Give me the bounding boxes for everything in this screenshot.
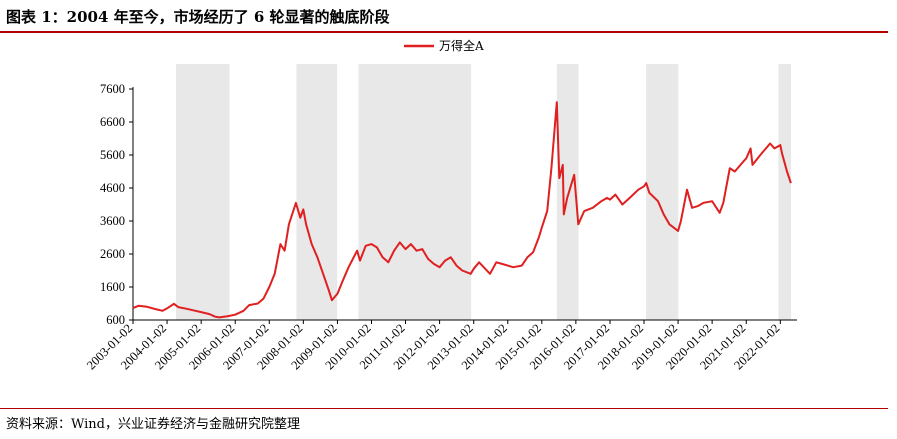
y-tick-label: 3600 [100, 214, 125, 228]
y-tick-label: 600 [106, 313, 125, 327]
y-tick-label: 1600 [100, 280, 125, 294]
shaded-period [296, 64, 338, 320]
y-tick-label: 2600 [100, 247, 125, 261]
y-tick-label: 4600 [100, 181, 125, 195]
shaded-period [556, 64, 579, 320]
shaded-period [778, 64, 792, 320]
legend-label: 万得全A [439, 38, 484, 53]
source-rule [0, 408, 888, 409]
y-tick-label: 7600 [100, 82, 125, 96]
series-lines [132, 101, 792, 319]
legend: 万得全A [404, 38, 484, 53]
line-chart: 60016002600360046005600660076002003-01-0… [84, 38, 797, 372]
source-note: 资料来源：Wind，兴业证券经济与金融研究院整理 [6, 417, 300, 432]
series-line [132, 101, 792, 319]
shaded-period [175, 64, 230, 320]
figure-title: 图表 1：2004 年至今，市场经历了 6 轮显著的触底阶段 [6, 8, 390, 26]
shaded-period [646, 64, 679, 320]
y-tick-label: 5600 [100, 148, 125, 162]
y-tick-label: 6600 [100, 115, 125, 129]
shaded-periods [175, 64, 792, 320]
shaded-period [358, 64, 472, 320]
title-rule [0, 31, 888, 33]
